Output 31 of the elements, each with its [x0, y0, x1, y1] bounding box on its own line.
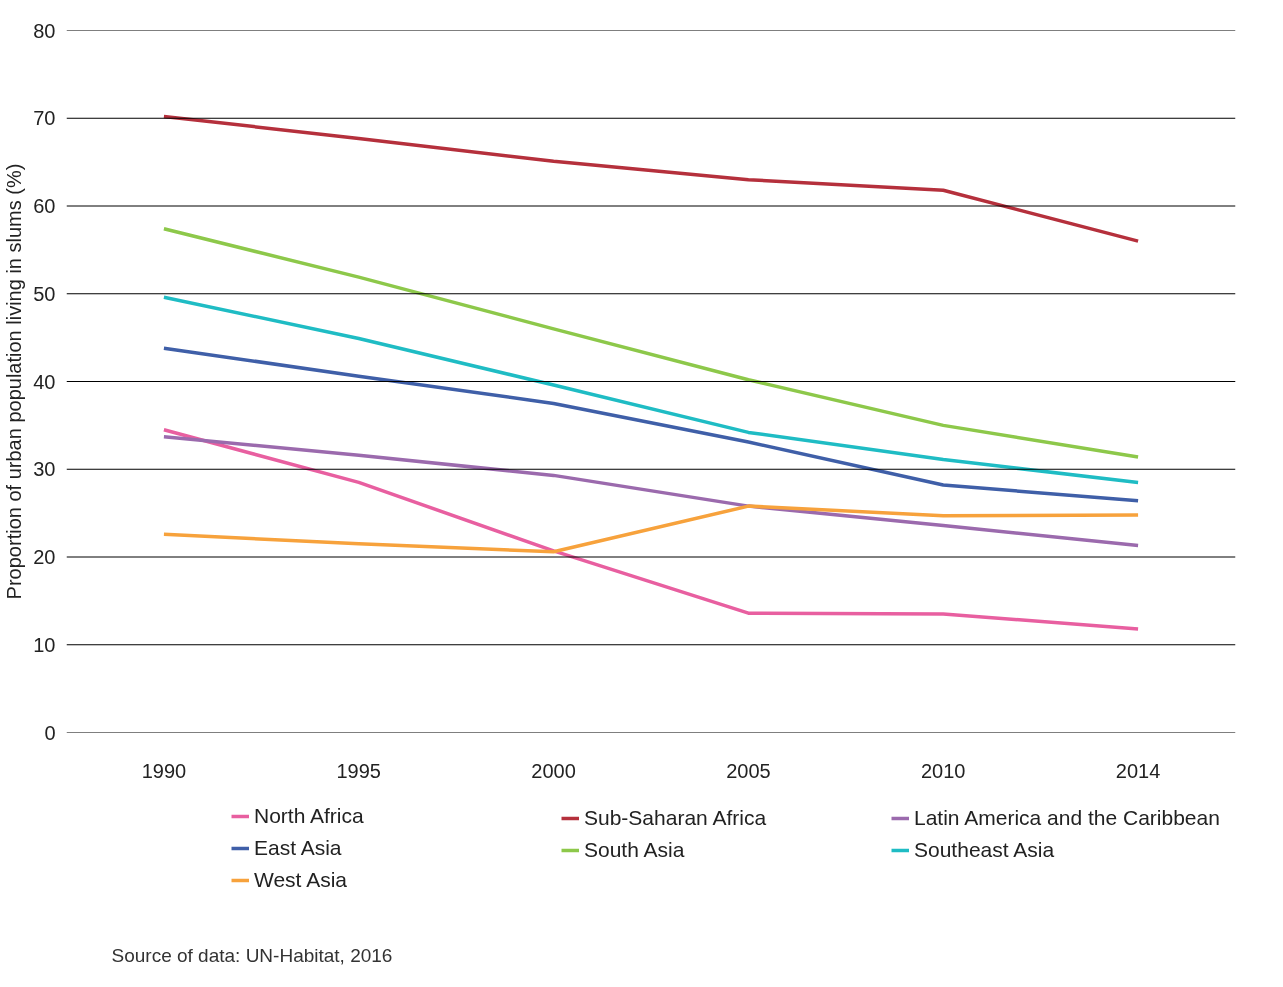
x-tick-label: 1990 — [141, 759, 187, 782]
y-tick-label: 30 — [33, 458, 56, 481]
y-tick-label: 80 — [33, 19, 56, 42]
y-tick-label: 40 — [33, 370, 56, 393]
x-tick-label: 2005 — [726, 759, 771, 782]
line-series — [162, 428, 1140, 631]
legend-label: North Africa — [254, 804, 364, 828]
legend-label: East Asia — [254, 836, 342, 860]
source-note: Source of data: UN-Habitat, 2016 — [111, 944, 393, 966]
line-series — [162, 504, 1140, 554]
legend-label: South Asia — [584, 838, 685, 862]
line-series — [162, 435, 1140, 548]
line-series — [162, 295, 1140, 485]
x-tick-label: 2000 — [531, 759, 576, 782]
line-series — [162, 227, 1140, 459]
y-axis-title: Proportion of urban population living in slums (%) — [3, 163, 26, 600]
y-tick-label: 70 — [33, 107, 56, 130]
x-tick-label: 2014 — [1115, 759, 1161, 782]
line-series — [162, 114, 1140, 243]
y-tick-label: 60 — [33, 195, 56, 217]
y-tick-label: 0 — [44, 721, 56, 744]
legend-label: West Asia — [254, 868, 347, 892]
y-tick-label: 10 — [33, 633, 56, 656]
legend-label: Sub-Saharan Africa — [584, 806, 767, 830]
x-tick-label: 2010 — [921, 759, 966, 782]
x-tick-label: 1995 — [336, 759, 381, 782]
line-series — [162, 346, 1140, 503]
legend-label: Southeast Asia — [914, 838, 1055, 862]
legend-label: Latin America and the Caribbean — [914, 806, 1220, 830]
y-tick-label: 20 — [33, 546, 56, 568]
y-tick-label: 50 — [33, 282, 56, 305]
